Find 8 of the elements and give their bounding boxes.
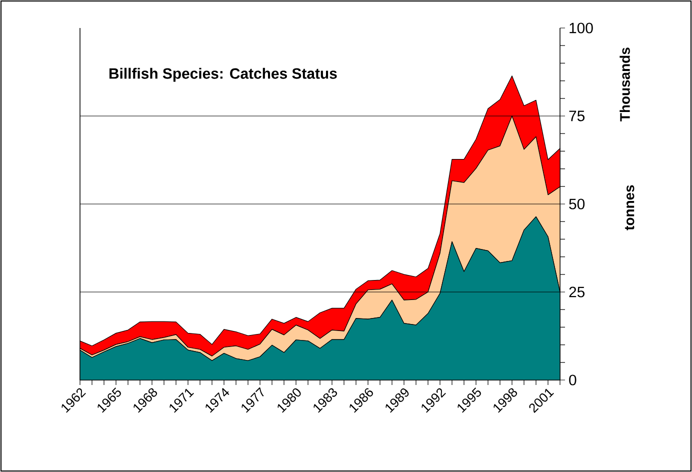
y-tick-label: 50 — [569, 198, 585, 210]
y-tick-label: 100 — [570, 22, 593, 34]
y-tick-label: 0 — [569, 374, 576, 386]
y-tick-label: 25 — [569, 286, 585, 298]
y-axis-title: tonnes — [624, 185, 634, 230]
text: Billfish Species: Catches Status — [109, 68, 337, 82]
text: Thousands — [620, 48, 630, 122]
y-tick-label: 75 — [569, 110, 585, 122]
